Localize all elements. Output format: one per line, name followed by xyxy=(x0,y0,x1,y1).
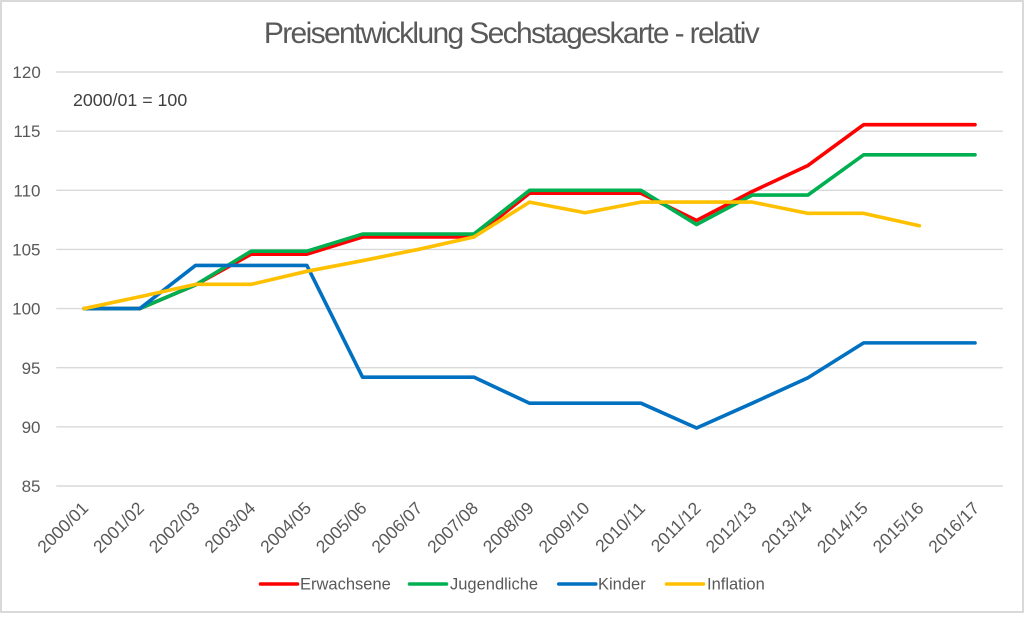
svg-text:Inflation: Inflation xyxy=(707,576,765,594)
svg-text:105: 105 xyxy=(12,241,40,260)
svg-text:110: 110 xyxy=(13,181,40,200)
svg-text:95: 95 xyxy=(22,359,41,378)
svg-text:2000/01 = 100: 2000/01 = 100 xyxy=(73,90,187,110)
svg-text:100: 100 xyxy=(12,300,40,319)
svg-text:Jugendliche: Jugendliche xyxy=(450,576,538,594)
svg-text:Kinder: Kinder xyxy=(598,576,646,594)
svg-text:Preisentwicklung Sechstageskar: Preisentwicklung Sechstageskarte - relat… xyxy=(264,17,760,50)
svg-text:90: 90 xyxy=(22,418,41,437)
svg-text:Erwachsene: Erwachsene xyxy=(300,576,391,594)
svg-text:85: 85 xyxy=(22,477,41,496)
svg-text:120: 120 xyxy=(12,63,40,82)
svg-text:115: 115 xyxy=(13,122,40,141)
